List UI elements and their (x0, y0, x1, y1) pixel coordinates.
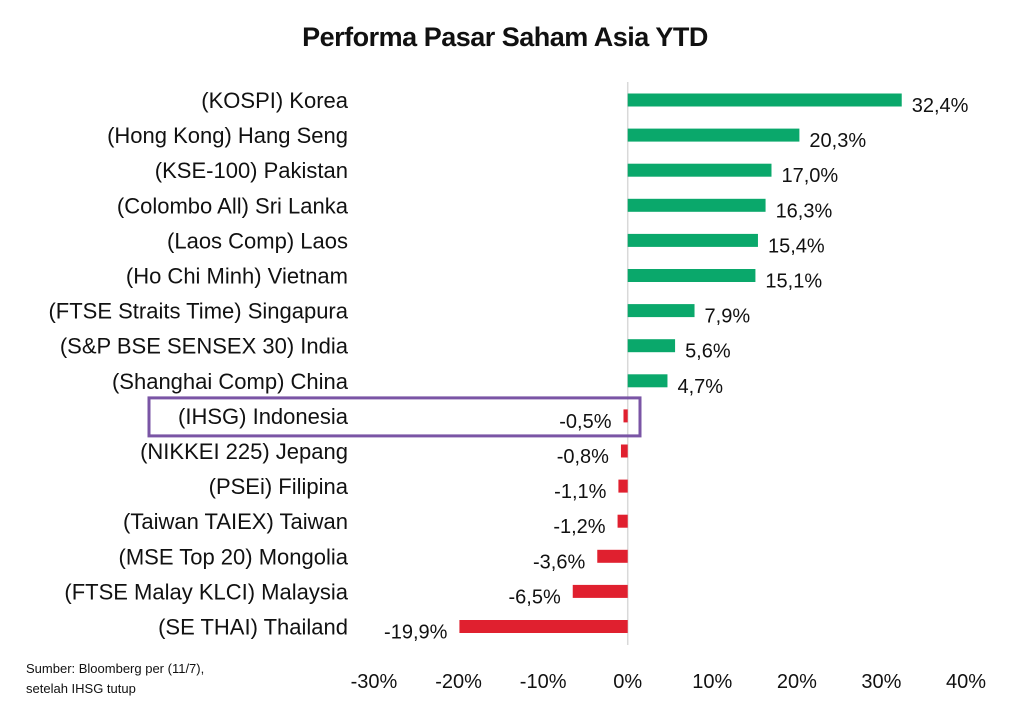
x-tick-label-minus-20: -20% (435, 671, 482, 693)
x-axis-ticks-layer: -30% -20% -10% 0% 10% 20% 30% 40% (351, 671, 987, 693)
category-label-ftse-straits-time-singapura: (FTSE Straits Time) Singapura (48, 299, 348, 324)
value-label-ftse-malay-klci-malaysia: -6,5% (508, 586, 560, 608)
category-label-colombo-all-sri-lanka: (Colombo All) Sri Lanka (117, 193, 349, 218)
bars-layer (459, 93, 902, 633)
category-label-psei-filipina: (PSEi) Filipina (209, 474, 349, 499)
value-label-psei-filipina: -1,1% (554, 481, 606, 503)
x-tick-label-minus-10: -10% (520, 671, 567, 693)
value-label-ftse-straits-time-singapura: 7,9% (705, 306, 751, 328)
category-label-hong-kong-hang-seng: (Hong Kong) Hang Seng (107, 123, 348, 148)
value-label-nikkei-225-jepang: -0,8% (557, 446, 609, 468)
value-label-se-thai-thailand: -19,9% (384, 622, 448, 644)
bar-ftse-malay-klci-malaysia (572, 584, 628, 598)
source-note: Sumber: Bloomberg per (11/7), setelah IH… (26, 659, 204, 699)
value-label-hong-kong-hang-seng: 20,3% (809, 130, 866, 152)
bar-ihsg-indonesia (623, 409, 628, 423)
x-tick-label-0: 0% (613, 671, 642, 693)
bar-ftse-straits-time-singapura (627, 304, 695, 318)
value-label-ho-chi-minh-vietnam: 15,1% (765, 271, 822, 293)
category-label-laos-comp-laos: (Laos Comp) Laos (167, 228, 348, 253)
value-label-taiwan-taiex-taiwan: -1,2% (553, 516, 605, 538)
value-label-kospi-korea: 32,4% (912, 95, 969, 117)
x-tick-label-40: 40% (946, 671, 986, 693)
bar-shanghai-comp-china (627, 374, 668, 388)
category-label-nikkei-225-jepang: (NIKKEI 225) Jepang (140, 439, 348, 464)
x-tick-label-minus-30: -30% (351, 671, 398, 693)
category-label-taiwan-taiex-taiwan: (Taiwan TAIEX) Taiwan (123, 509, 348, 534)
category-label-s-p-bse-sensex-30-india: (S&P BSE SENSEX 30) India (60, 334, 349, 359)
source-note-line2: setelah IHSG tutup (26, 681, 136, 696)
bar-s-p-bse-sensex-30-india (627, 339, 676, 353)
bar-kse-100-pakistan (627, 163, 772, 177)
bar-hong-kong-hang-seng (627, 128, 800, 142)
category-label-kse-100-pakistan: (KSE-100) Pakistan (155, 158, 348, 183)
category-label-se-thai-thailand: (SE THAI) Thailand (158, 615, 348, 640)
category-label-shanghai-comp-china: (Shanghai Comp) China (112, 369, 349, 394)
bar-se-thai-thailand (459, 620, 628, 633)
x-tick-label-30: 30% (861, 671, 901, 693)
chart-title: Performa Pasar Saham Asia YTD (302, 22, 708, 52)
bar-psei-filipina (618, 479, 628, 493)
value-label-laos-comp-laos: 15,4% (768, 235, 825, 257)
value-label-ihsg-indonesia: -0,5% (559, 411, 611, 433)
value-label-shanghai-comp-china: 4,7% (677, 376, 723, 398)
category-label-kospi-korea: (KOSPI) Korea (201, 88, 348, 113)
category-label-mse-top-20-mongolia: (MSE Top 20) Mongolia (119, 544, 349, 569)
value-label-kse-100-pakistan: 17,0% (781, 165, 838, 187)
value-label-mse-top-20-mongolia: -3,6% (533, 551, 585, 573)
bar-nikkei-225-jepang (620, 444, 628, 458)
bar-kospi-korea (627, 93, 902, 107)
value-label-colombo-all-sri-lanka: 16,3% (776, 200, 833, 222)
bar-laos-comp-laos (627, 233, 758, 247)
bar-mse-top-20-mongolia (597, 549, 628, 563)
value-label-s-p-bse-sensex-30-india: 5,6% (685, 341, 731, 363)
x-tick-label-10: 10% (692, 671, 732, 693)
x-tick-label-20: 20% (777, 671, 817, 693)
highlight-layer (147, 396, 642, 438)
bar-ho-chi-minh-vietnam (627, 269, 756, 282)
category-labels-layer: (KOSPI) Korea (Hong Kong) Hang Seng (KSE-1… (48, 88, 348, 640)
value-labels-layer: 32,4% 20,3% 17,0% 16,3% 15,4% 15,1% 7,9% 5,6% 4,… (384, 95, 969, 644)
bar-taiwan-taiex-taiwan (617, 514, 628, 528)
highlight-box-ihsg-indonesia (147, 396, 642, 438)
category-label-ho-chi-minh-vietnam: (Ho Chi Minh) Vietnam (126, 264, 348, 289)
source-note-line1: Sumber: Bloomberg per (11/7), (26, 661, 205, 676)
bar-colombo-all-sri-lanka (627, 198, 766, 212)
category-label-ihsg-indonesia: (IHSG) Indonesia (178, 404, 349, 429)
category-label-ftse-malay-klci-malaysia: (FTSE Malay KLCI) Malaysia (64, 579, 348, 604)
